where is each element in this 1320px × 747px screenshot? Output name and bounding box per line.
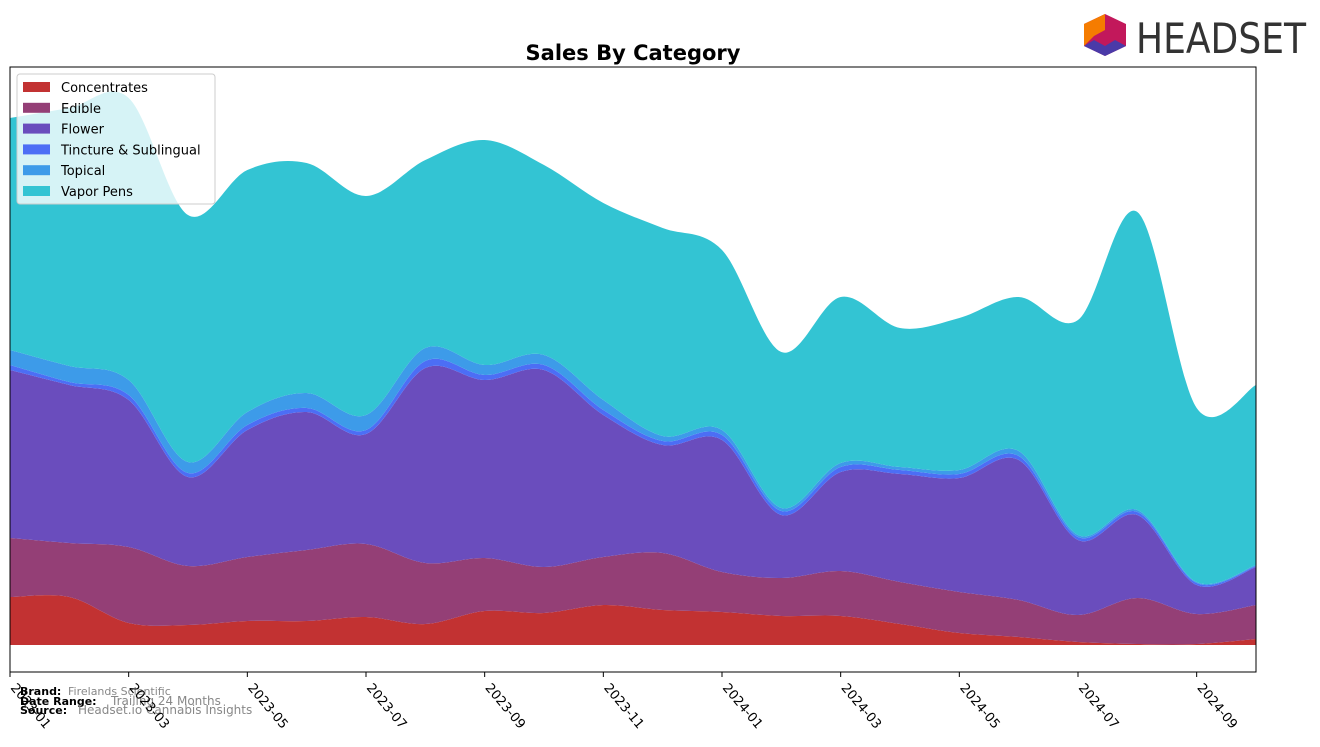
logo-text: HEADSET xyxy=(1136,14,1307,63)
area xyxy=(10,595,1256,645)
footer-label: Date Range: xyxy=(20,695,97,708)
legend-swatch xyxy=(23,144,50,155)
area xyxy=(10,346,1256,586)
area xyxy=(10,91,1256,585)
legend-swatch xyxy=(23,165,50,176)
logo: HEADSET xyxy=(1084,14,1307,63)
area xyxy=(10,358,1256,587)
x-tick-label: 2024-01 xyxy=(719,681,765,732)
x-tick-label: 2023-09 xyxy=(482,681,528,732)
footer-value: Firelands Scientific xyxy=(68,685,171,698)
legend-swatch xyxy=(23,186,50,196)
footer-label: Brand: xyxy=(20,685,61,698)
chart-title: Sales By Category xyxy=(526,41,741,65)
x-tick-label: 2024-03 xyxy=(838,681,884,732)
legend-label: Tincture & Sublingual xyxy=(60,143,201,158)
logo-mark xyxy=(1084,40,1126,56)
legend-label: Vapor Pens xyxy=(61,185,133,200)
plot-frame xyxy=(9,66,1257,673)
legend-swatch xyxy=(23,82,50,92)
legend-swatch xyxy=(23,102,50,113)
x-tick-label: 2023-11 xyxy=(600,681,646,732)
footer: Brand: Firelands Scientific Date Range: … xyxy=(20,685,252,717)
legend-label: Topical xyxy=(60,164,105,179)
legend-box xyxy=(16,73,216,205)
x-tick-label: 2023-07 xyxy=(363,681,409,732)
footer-label: Source: xyxy=(20,704,67,717)
legend-label: Edible xyxy=(61,102,101,117)
area xyxy=(10,538,1256,645)
footer-value: Headset.io Cannabis Insights xyxy=(78,703,252,717)
x-tick-label: 2024-09 xyxy=(1194,681,1240,732)
footer-value: Trailing 24 Months xyxy=(110,694,221,708)
x-tick-label: 2024-07 xyxy=(1075,681,1121,732)
legend-swatch xyxy=(23,123,50,134)
area xyxy=(10,365,1256,616)
logo-mark xyxy=(1084,14,1105,46)
legend-label: Concentrates xyxy=(61,81,148,96)
x-tick-label: 2024-05 xyxy=(956,681,1002,732)
legend-label: Flower xyxy=(61,123,105,138)
